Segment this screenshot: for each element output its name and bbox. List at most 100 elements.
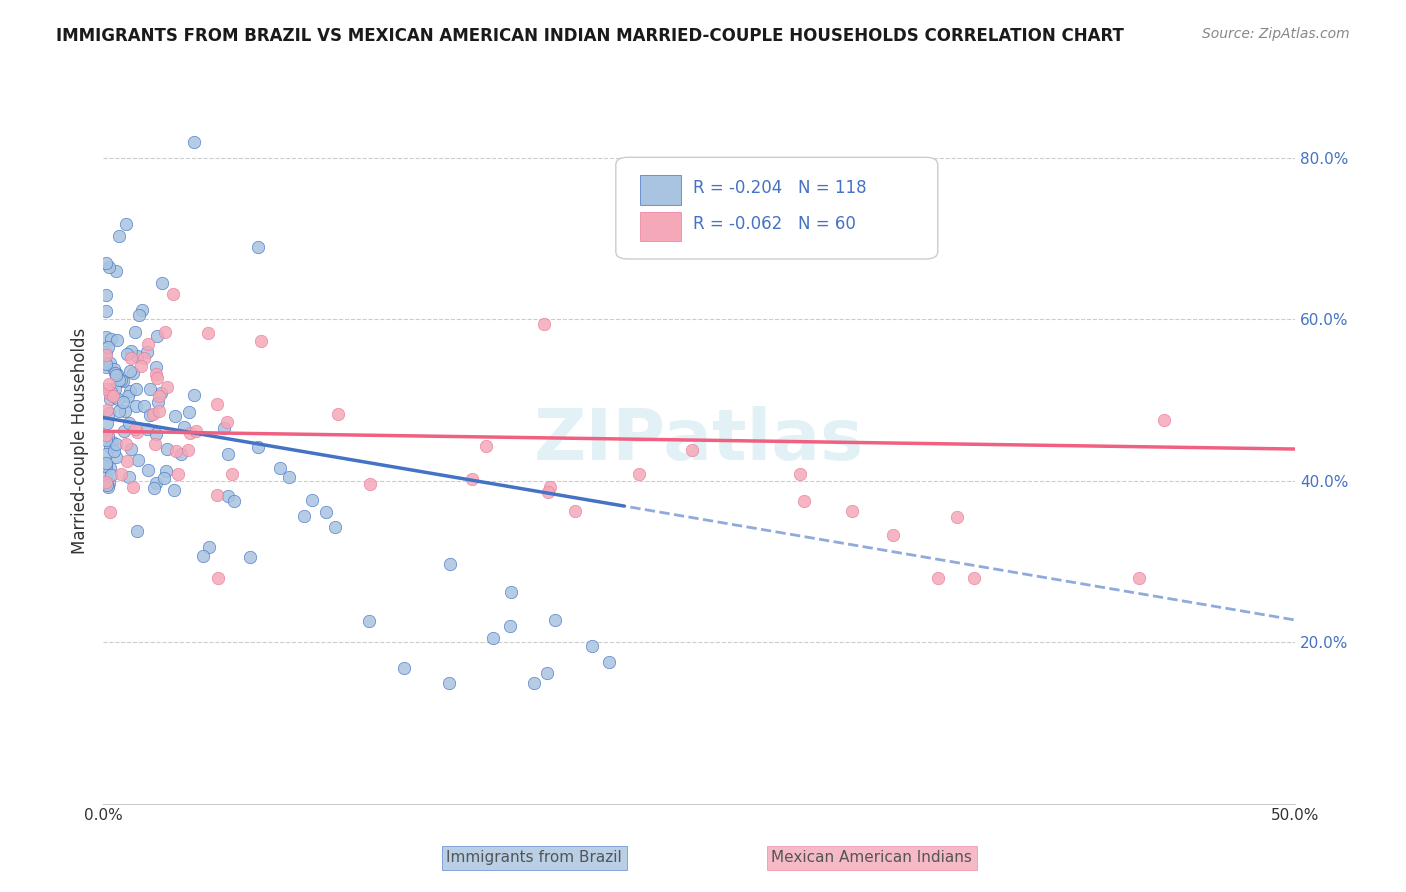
Point <box>247 440 270 454</box>
Point <box>117 453 139 467</box>
Point <box>94 456 117 470</box>
Point <box>114 404 136 418</box>
Point <box>205 397 228 411</box>
Point <box>523 675 546 690</box>
Point <box>167 467 190 481</box>
Point <box>146 394 169 409</box>
Point <box>475 439 498 453</box>
Point <box>239 550 262 565</box>
Point <box>461 472 484 486</box>
Point <box>114 437 136 451</box>
Point <box>96 402 118 417</box>
Point <box>120 442 142 456</box>
Point <box>96 459 118 474</box>
Point <box>205 487 228 501</box>
Point <box>183 135 205 149</box>
Point <box>1153 413 1175 427</box>
Point <box>315 505 337 519</box>
Point <box>173 419 195 434</box>
Point <box>598 656 620 670</box>
Point <box>142 407 165 421</box>
Point <box>269 460 291 475</box>
Point <box>197 326 219 340</box>
Point <box>177 404 200 418</box>
Point <box>125 382 148 396</box>
Point <box>124 422 146 436</box>
Point <box>118 470 141 484</box>
Point <box>104 366 127 380</box>
Point <box>108 229 131 244</box>
Point <box>156 442 179 457</box>
Point <box>217 447 239 461</box>
Point <box>98 475 121 490</box>
Point <box>143 481 166 495</box>
Point <box>117 347 139 361</box>
FancyBboxPatch shape <box>616 157 938 259</box>
Point <box>128 308 150 322</box>
Point <box>124 325 146 339</box>
Point <box>94 470 117 484</box>
Point <box>152 471 174 485</box>
Point <box>301 493 323 508</box>
Point <box>184 425 207 439</box>
Point <box>112 374 135 388</box>
Point <box>100 332 122 346</box>
Point <box>193 549 215 563</box>
Point <box>183 388 205 402</box>
Point <box>537 485 560 500</box>
Point <box>927 571 949 585</box>
Point <box>125 399 148 413</box>
Point <box>841 504 863 518</box>
Point <box>98 387 121 401</box>
Point <box>98 505 121 519</box>
Point <box>104 382 127 396</box>
Text: ZIPatlas: ZIPatlas <box>534 406 865 475</box>
Point <box>96 428 118 442</box>
Point <box>94 447 117 461</box>
Point <box>177 442 200 457</box>
Point <box>129 359 152 373</box>
Point <box>100 467 122 482</box>
Point <box>120 343 142 358</box>
Point <box>100 384 122 399</box>
Point <box>94 434 117 448</box>
Point <box>156 380 179 394</box>
Point <box>145 359 167 374</box>
Point <box>108 403 131 417</box>
Point <box>146 371 169 385</box>
Point <box>481 631 503 645</box>
Point <box>533 317 555 331</box>
Point <box>163 483 186 497</box>
Point <box>108 373 131 387</box>
Point <box>793 493 815 508</box>
Point <box>139 382 162 396</box>
Point <box>564 503 586 517</box>
Point <box>150 276 173 290</box>
Point <box>323 520 346 534</box>
Point <box>125 349 148 363</box>
Point <box>292 509 315 524</box>
Text: R = -0.062   N = 60: R = -0.062 N = 60 <box>693 215 856 233</box>
Point <box>640 208 662 222</box>
Y-axis label: Married-couple Households: Married-couple Households <box>72 327 89 554</box>
Point <box>105 436 128 450</box>
Point <box>946 510 969 524</box>
Point <box>165 443 187 458</box>
Point <box>97 340 120 354</box>
Point <box>439 557 461 571</box>
Point <box>94 345 117 359</box>
Point <box>104 390 127 404</box>
Point <box>110 467 132 481</box>
Point <box>437 675 460 690</box>
Point <box>215 415 238 429</box>
Point <box>100 356 122 370</box>
Point <box>148 389 170 403</box>
Point <box>359 614 381 628</box>
Point <box>94 288 117 302</box>
Point <box>136 462 159 476</box>
Point <box>97 383 120 397</box>
Point <box>120 351 142 365</box>
Point <box>145 328 167 343</box>
Point <box>110 373 132 387</box>
Point <box>170 447 193 461</box>
